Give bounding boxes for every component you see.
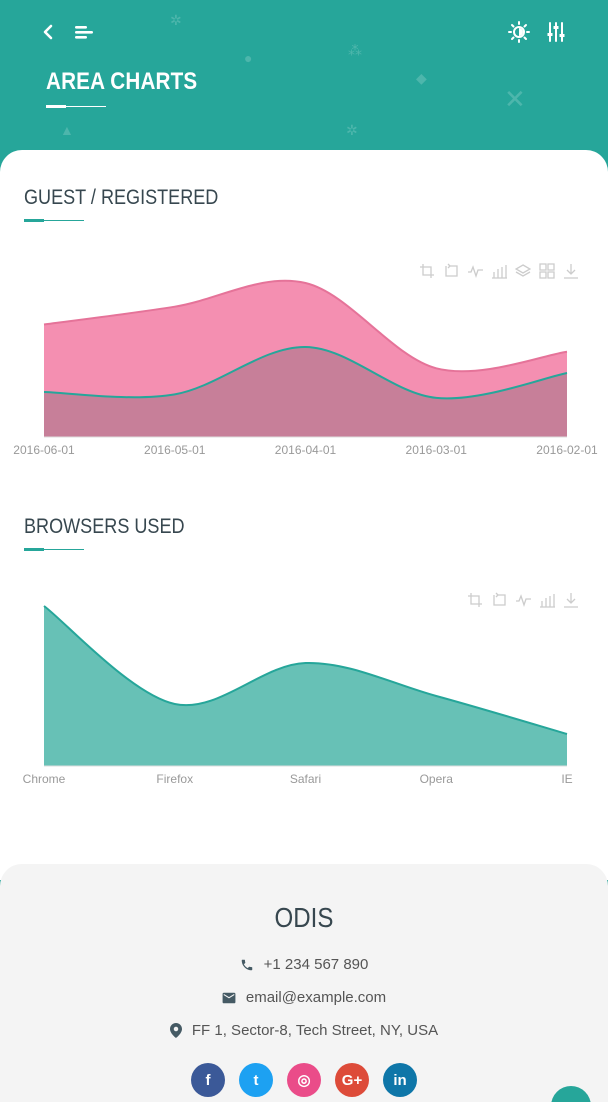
- twitter-icon: t: [253, 1071, 259, 1089]
- toolbox-bar-chart-button[interactable]: [490, 262, 508, 280]
- settings-button[interactable]: [542, 18, 570, 46]
- chart-toolbox-guest: [418, 262, 580, 280]
- section-underline: [24, 548, 84, 551]
- phone-icon: [241, 959, 252, 970]
- footer: ODIS +1 234 567 890 email@example.com FF…: [0, 864, 608, 1102]
- footer-phone[interactable]: +1 234 567 890: [0, 956, 608, 973]
- toolbox-grid-button[interactable]: [538, 262, 556, 280]
- x-tick-label: Firefox: [156, 772, 193, 786]
- sliders-icon: [547, 22, 565, 42]
- toolbox-download-button[interactable]: [562, 591, 580, 609]
- decor-dots-icon: ⁂: [348, 42, 362, 58]
- x-tick-label: 2016-04-01: [275, 443, 337, 457]
- crop-icon: [420, 264, 434, 278]
- facebook-icon: f: [205, 1071, 211, 1089]
- linkedin-icon: in: [393, 1071, 407, 1089]
- toolbox-undo-button[interactable]: [442, 262, 460, 280]
- toolbox-bar-chart-button[interactable]: [538, 591, 556, 609]
- x-tick-label: Safari: [290, 772, 321, 786]
- floating-action-button[interactable]: [551, 1086, 591, 1102]
- chart-guest-registered: 2016-06-01 2016-05-01 2016-04-01 2016-03-01…: [13, 279, 598, 457]
- footer-email[interactable]: email@example.com: [0, 989, 608, 1006]
- social-links: f t ◎ G+ in: [0, 1063, 608, 1097]
- toolbox-crop-button[interactable]: [466, 591, 484, 609]
- sun-icon: [508, 21, 530, 43]
- section-title-guest: GUEST / REGISTERED: [24, 186, 219, 209]
- title-underline: [46, 105, 106, 108]
- toolbox-line-chart-button[interactable]: [514, 591, 532, 609]
- x-tick-label: 2016-03-01: [406, 443, 468, 457]
- chevron-left-icon: [43, 24, 53, 40]
- app-header: ✲ ● ⁂ ◆ ✕ ✲ ▲: [0, 0, 608, 160]
- page-title: AREA CHARTS: [46, 68, 198, 95]
- layers-icon: [515, 264, 531, 277]
- decor-star-icon: ✲: [170, 12, 182, 28]
- google-plus-icon: G+: [341, 1071, 363, 1089]
- mail-icon: [222, 992, 236, 1003]
- x-tick-label: 2016-06-01: [13, 443, 75, 457]
- decor-drop-icon: ●: [244, 50, 253, 66]
- content-card: GUEST / REGISTERED 2016-06-01 2016-05-01 2…: [0, 150, 608, 880]
- x-tick-label: Chrome: [23, 772, 66, 786]
- area-series-1: [44, 346, 567, 437]
- google-plus-button[interactable]: G+: [335, 1063, 369, 1097]
- bar-chart-icon: [492, 265, 507, 279]
- menu-button[interactable]: [70, 18, 98, 46]
- decor-star-icon: ✲: [346, 122, 358, 138]
- x-tick-label: Opera: [420, 772, 454, 786]
- toolbox-layers-button[interactable]: [514, 262, 532, 280]
- line-series-0: [43, 605, 568, 735]
- theme-toggle-button[interactable]: [505, 18, 533, 46]
- section-underline: [24, 219, 84, 222]
- dribbble-icon: ◎: [297, 1072, 311, 1089]
- email-text: email@example.com: [245, 989, 387, 1006]
- facebook-button[interactable]: f: [191, 1063, 225, 1097]
- decor-triangle-icon: ▲: [60, 122, 74, 138]
- toolbox-crop-button[interactable]: [418, 262, 436, 280]
- section-title-browsers: BROWSERS USED: [24, 515, 185, 538]
- bar-chart-icon: [540, 594, 555, 608]
- x-tick-label: 2016-02-01: [536, 443, 598, 457]
- x-tick-label: IE: [561, 772, 572, 786]
- address-text: FF 1, Sector-8, Tech Street, NY, USA: [191, 1022, 439, 1039]
- download-icon: [564, 593, 578, 608]
- footer-brand: ODIS: [274, 902, 334, 933]
- toolbox-download-button[interactable]: [562, 262, 580, 280]
- decor-cross-icon: ✕: [504, 84, 526, 114]
- location-pin-icon: [169, 1023, 182, 1038]
- back-button[interactable]: [34, 18, 62, 46]
- phone-text: +1 234 567 890: [263, 956, 369, 973]
- toolbox-line-chart-button[interactable]: [466, 262, 484, 280]
- menu-lines-icon: [75, 26, 93, 39]
- undo-icon: [445, 263, 458, 277]
- twitter-button[interactable]: t: [239, 1063, 273, 1097]
- toolbox-undo-button[interactable]: [490, 591, 508, 609]
- linkedin-button[interactable]: in: [383, 1063, 417, 1097]
- download-icon: [564, 264, 578, 279]
- chart-toolbox-browsers: [466, 591, 580, 609]
- undo-icon: [493, 592, 506, 606]
- line-series-0: [43, 279, 568, 373]
- line-chart-icon: [468, 265, 483, 279]
- crop-icon: [468, 593, 482, 607]
- dribbble-button[interactable]: ◎: [287, 1063, 321, 1097]
- x-tick-label: 2016-05-01: [144, 443, 206, 457]
- area-series-0: [44, 606, 567, 766]
- grid-icon: [539, 263, 555, 279]
- line-chart-icon: [516, 594, 531, 608]
- chart-browsers-used: Chrome Firefox Safari Opera IE: [23, 605, 573, 786]
- footer-address: FF 1, Sector-8, Tech Street, NY, USA: [0, 1022, 608, 1039]
- decor-diamond-icon: ◆: [416, 70, 427, 86]
